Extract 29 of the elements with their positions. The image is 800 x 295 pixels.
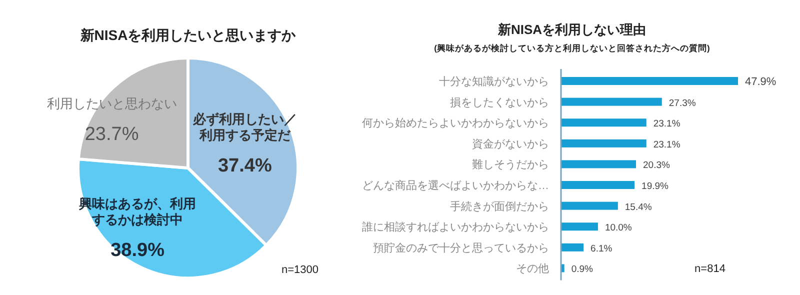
data-label: 27.3%	[668, 98, 696, 109]
y-tick-label: 難しそうだから	[472, 158, 549, 172]
data-label: 19.9%	[642, 181, 670, 192]
text: n=1300	[281, 264, 319, 276]
data-label: 47.9%	[745, 76, 776, 88]
slice-label: 利用したいと思わない	[46, 96, 177, 111]
data-label: 0.9%	[571, 264, 594, 276]
y-tick-label: どんな商品を選べばよいかわからな…	[362, 179, 549, 192]
data-label: 37.4%	[218, 156, 272, 177]
y-tick-label: 何から始めたらよいかわからないから	[362, 118, 549, 130]
y-tick-label: 十分な知識がないから	[439, 75, 549, 88]
chart-title: 新NISAを利用したいと思いますか	[79, 27, 297, 43]
chart-title: 新NISAを利用しない理由	[496, 22, 646, 37]
y-tick-label: 誰に相談すればよいかわからないから	[362, 220, 549, 234]
data-label: 23.7%	[84, 124, 139, 145]
chart-subtitle: (興味があるが検討している方と利用しないと回答された方への質問)	[434, 43, 710, 53]
y-tick-label: 資金がないから	[472, 138, 549, 150]
data-label: 20.3%	[643, 160, 670, 172]
y-tick-label: その他	[516, 263, 549, 276]
data-label: 6.1%	[590, 243, 613, 254]
y-tick-label: 預貯金のみで十分と思っているから	[373, 241, 549, 254]
data-label: 23.1%	[653, 118, 681, 130]
y-tick-label: 損をしたくないから	[450, 96, 549, 109]
slice-label: 必ず利用したい／利用する予定だ	[192, 112, 297, 143]
annotation: n=814	[694, 263, 726, 275]
data-label: 15.4%	[624, 202, 652, 213]
y-tick-label: 手続きが面倒だから	[450, 200, 549, 213]
data-label: 23.1%	[653, 139, 681, 150]
data-label: 10.0%	[604, 222, 632, 234]
